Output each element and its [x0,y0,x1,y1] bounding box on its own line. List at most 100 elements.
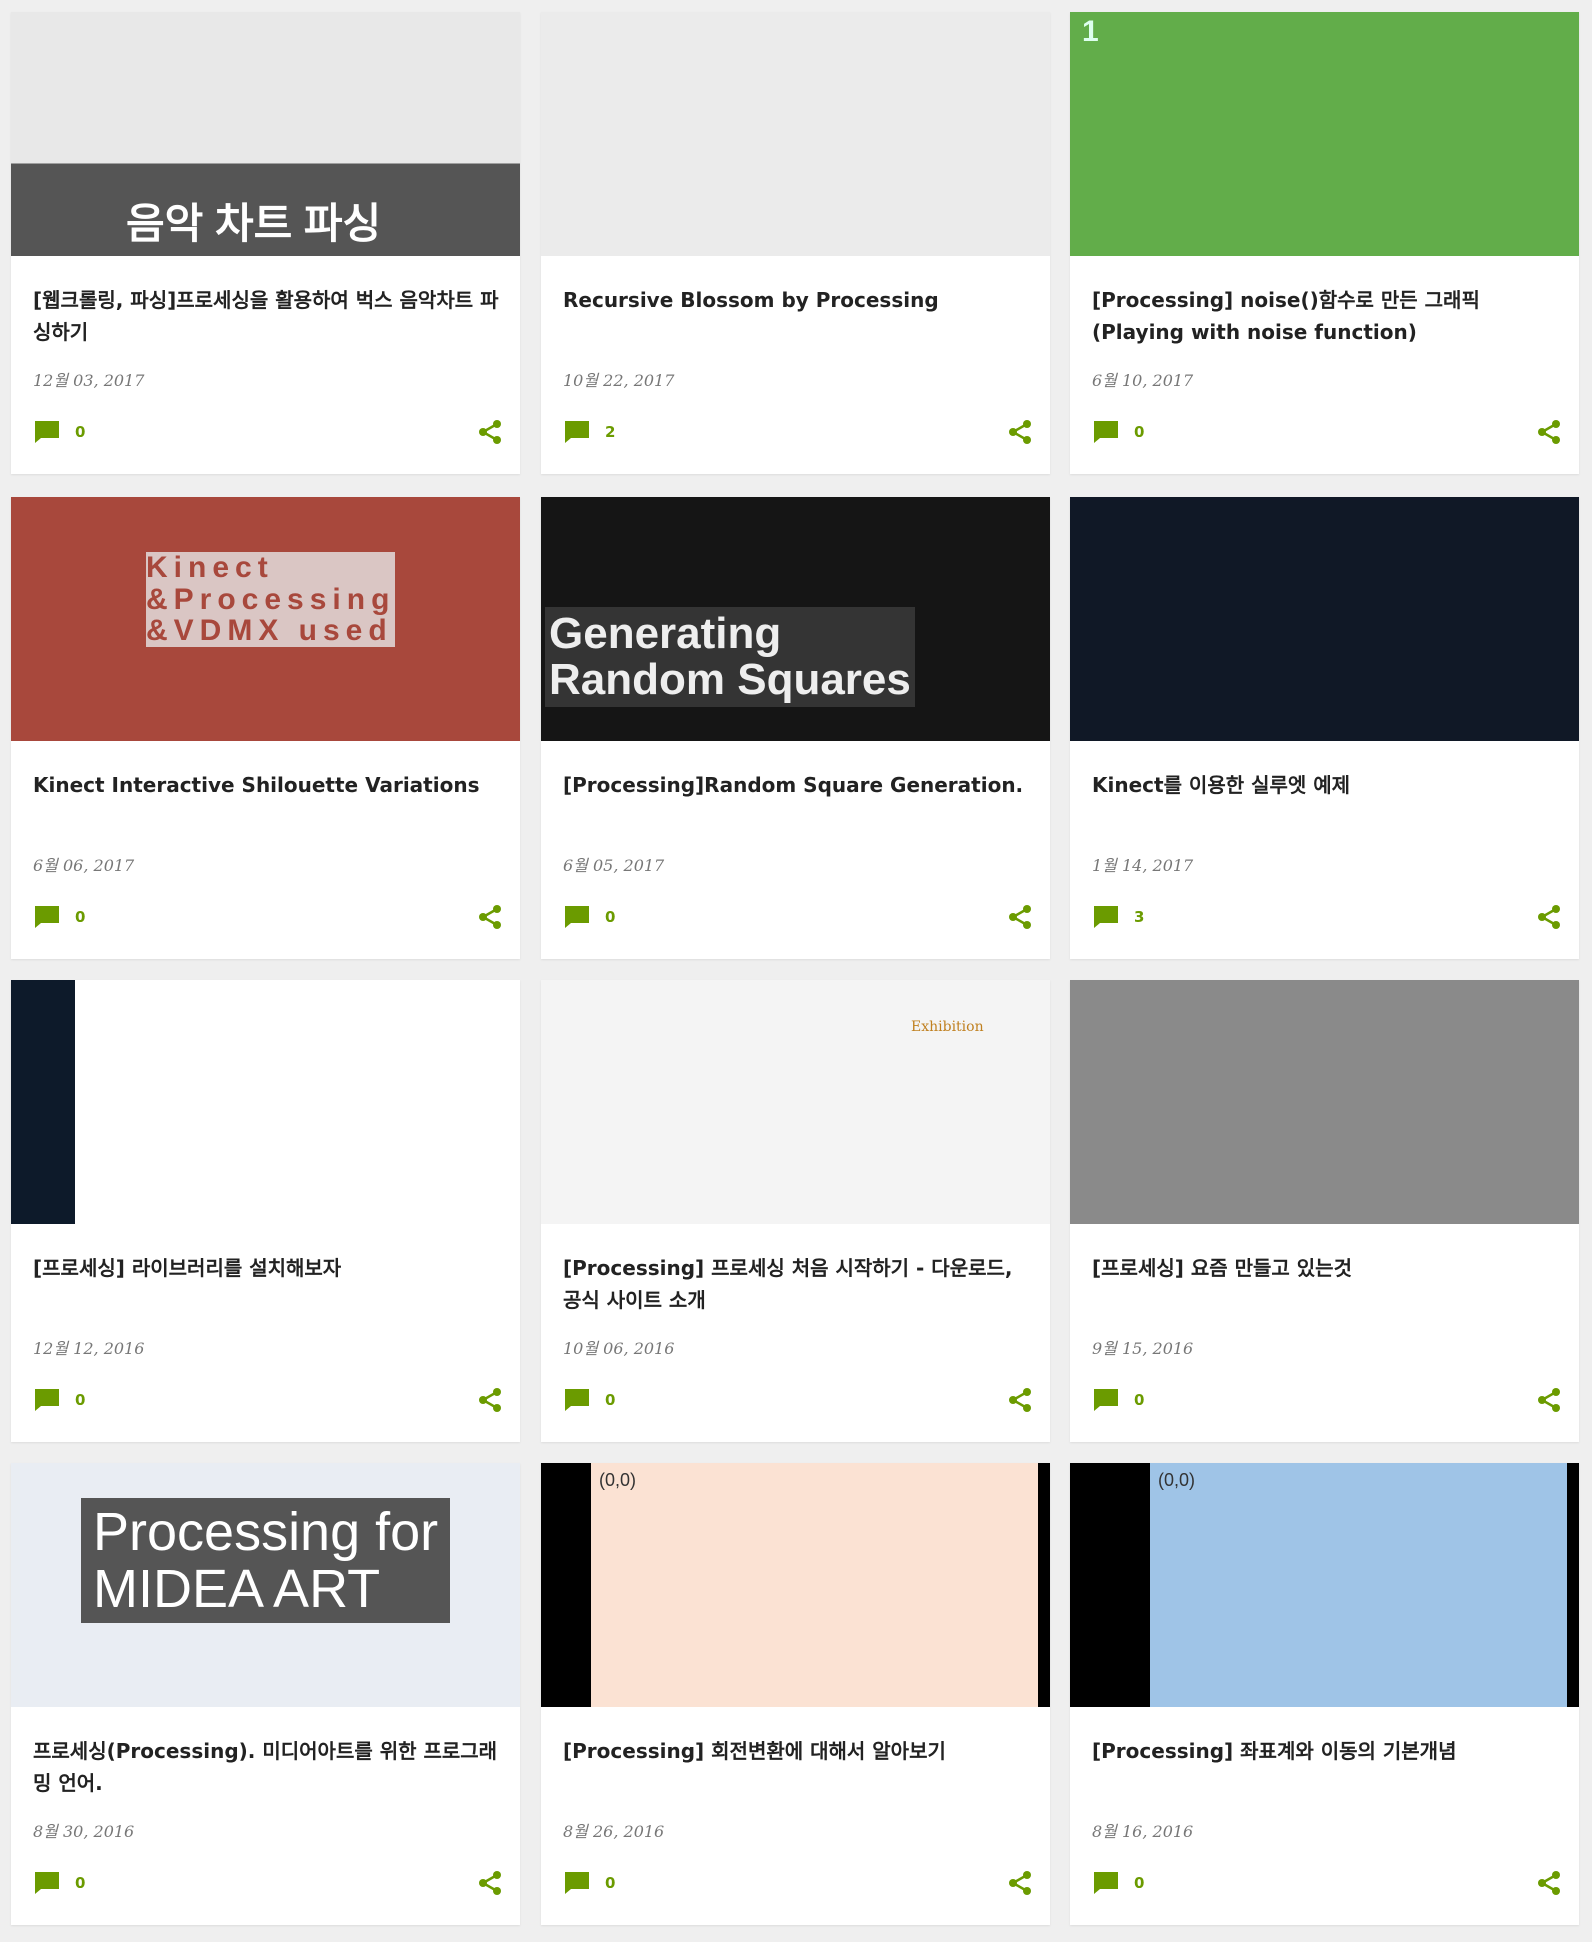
post-card[interactable]: Recursive Blossom by Processing 10월 22, 2… [541,12,1050,474]
caption-line: Random Squares [549,655,911,705]
share-icon[interactable] [1536,904,1562,934]
share-icon[interactable] [1007,1387,1033,1417]
thumbnail[interactable]: 음악 차트 파싱 [11,12,520,256]
comment-count[interactable]: 3 [1134,908,1145,926]
caption-line: Generating [549,609,782,658]
share-icon[interactable] [1536,1387,1562,1417]
post-card[interactable]: Kinect를 이용한 실루엣 예제 1월 14, 2017 3 [1070,497,1579,959]
comment-count[interactable]: 0 [1134,423,1145,441]
thumbnail-caption: Kinect &Processing &VDMX used [146,551,396,647]
thumbnail[interactable]: (0,0) [541,1463,1050,1707]
post-meta: 3 [1092,902,1562,932]
post-title[interactable]: Recursive Blossom by Processing [563,288,939,312]
post-title[interactable]: [Processing] 좌표계와 이동의 기본개념 [1092,1739,1457,1763]
post-title[interactable]: [Processing] 회전변환에 대해서 알아보기 [563,1739,946,1763]
comment-icon[interactable] [33,904,61,934]
caption-line: MIDEA ART [93,1558,381,1619]
comment-icon[interactable] [1092,1387,1120,1417]
post-title[interactable]: [웹크롤링, 파싱]프로세싱을 활용하여 벅스 음악차트 파싱하기 [33,288,499,344]
black-bar [1567,1463,1579,1707]
comment-count[interactable]: 0 [605,908,616,926]
post-card[interactable]: [프로세싱] 요즘 만들고 있는것 9월 15, 2016 0 [1070,980,1579,1442]
thumbnail-caption: Processing for MIDEA ART [81,1498,451,1624]
post-card[interactable]: Generating Random Squares [Processing]Rand… [541,497,1050,959]
thumbnail-caption: (0,0) [1158,1471,1195,1490]
post-card[interactable]: 1 [Processing] noise()함수로 만든 그래픽(Playing … [1070,12,1579,474]
comment-icon[interactable] [1092,1870,1120,1900]
caption-line: (0,0) [599,1470,637,1490]
comment-icon[interactable] [563,419,591,449]
comment-count[interactable]: 0 [75,1391,86,1409]
share-icon[interactable] [1007,419,1033,449]
comment-icon[interactable] [563,1387,591,1417]
post-date: 6월 10, 2017 [1092,371,1194,390]
thumbnail[interactable] [1070,497,1579,741]
comment-count[interactable]: 0 [75,1874,86,1892]
thumbnail-caption: Generating Random Squares [545,607,915,708]
post-date: 12월 12, 2016 [33,1339,145,1358]
thumbnail[interactable] [11,980,520,1224]
post-title[interactable]: [프로세싱] 라이브러리를 설치해보자 [33,1256,342,1280]
caption-line: 음악 차트 파싱 [126,200,382,247]
comment-count[interactable]: 0 [605,1874,616,1892]
thumbnail-caption: 1 [1082,16,1099,48]
comment-count[interactable]: 2 [605,423,616,441]
comment-icon[interactable] [33,1870,61,1900]
post-card[interactable]: [프로세싱] 라이브러리를 설치해보자 12월 12, 2016 0 [11,980,520,1442]
post-meta: 0 [33,902,503,932]
share-icon[interactable] [1536,419,1562,449]
caption-line: Kinect [146,551,274,584]
share-icon[interactable] [477,419,503,449]
thumbnail[interactable] [541,12,1050,256]
share-icon[interactable] [477,904,503,934]
post-date: 10월 06, 2016 [563,1339,675,1358]
comment-icon[interactable] [33,419,61,449]
post-date: 8월 26, 2016 [563,1822,665,1841]
post-meta: 2 [563,417,1033,447]
thumbnail[interactable]: Kinect &Processing &VDMX used [11,497,520,741]
post-title[interactable]: [Processing] noise()함수로 만든 그래픽(Playing w… [1092,288,1480,344]
post-meta: 0 [33,1868,503,1898]
post-card[interactable]: (0,0) [Processing] 좌표계와 이동의 기본개념 8월 16, 20… [1070,1463,1579,1925]
post-card[interactable]: (0,0) [Processing] 회전변환에 대해서 알아보기 8월 26, 2… [541,1463,1050,1925]
post-card[interactable]: Processing for MIDEA ART 프로세싱(Processing).… [11,1463,520,1925]
thumbnail[interactable]: 1 [1070,12,1579,256]
share-icon[interactable] [1536,1870,1562,1900]
thumbnail[interactable] [1070,980,1579,1224]
post-title[interactable]: Kinect Interactive Shilouette Variations [33,773,480,797]
post-title[interactable]: [Processing]Random Square Generation. [563,773,1024,797]
post-title[interactable]: [프로세싱] 요즘 만들고 있는것 [1092,1256,1352,1280]
share-icon[interactable] [1007,904,1033,934]
thumbnail[interactable]: (0,0) [1070,1463,1579,1707]
comment-count[interactable]: 0 [75,423,86,441]
post-meta: 0 [563,1868,1033,1898]
comment-icon[interactable] [33,1387,61,1417]
post-title[interactable]: 프로세싱(Processing). 미디어아트를 위한 프로그래밍 언어. [33,1739,498,1795]
post-date: 1월 14, 2017 [1092,856,1194,875]
black-bar [1070,1463,1150,1707]
share-icon[interactable] [477,1387,503,1417]
post-title[interactable]: [Processing] 프로세싱 처음 시작하기 - 다운로드, 공식 사이트… [563,1256,1013,1312]
post-card[interactable]: Exhibition [Processing] 프로세싱 처음 시작하기 - 다운… [541,980,1050,1442]
post-title[interactable]: Kinect를 이용한 실루엣 예제 [1092,773,1351,797]
caption-line: Processing for [93,1502,439,1562]
comment-icon[interactable] [1092,419,1120,449]
comment-icon[interactable] [563,1870,591,1900]
post-meta: 0 [1092,1868,1562,1898]
comment-count[interactable]: 0 [75,908,86,926]
thumbnail[interactable]: Generating Random Squares [541,497,1050,741]
thumbnail[interactable]: Processing for MIDEA ART [11,1463,520,1707]
comment-icon[interactable] [563,904,591,934]
post-meta: 0 [563,902,1033,932]
post-card[interactable]: Kinect &Processing &VDMX used Kinect Intera… [11,497,520,959]
comment-count[interactable]: 0 [1134,1391,1145,1409]
post-card[interactable]: 음악 차트 파싱 [웹크롤링, 파싱]프로세싱을 활용하여 벅스 음악차트 파싱하… [11,12,520,474]
comment-icon[interactable] [1092,904,1120,934]
thumbnail[interactable]: Exhibition [541,980,1050,1224]
share-icon[interactable] [1007,1870,1033,1900]
share-icon[interactable] [477,1870,503,1900]
comment-count[interactable]: 0 [1134,1874,1145,1892]
post-date: 6월 05, 2017 [563,856,665,875]
caption-line: 1 [1082,15,1099,48]
comment-count[interactable]: 0 [605,1391,616,1409]
